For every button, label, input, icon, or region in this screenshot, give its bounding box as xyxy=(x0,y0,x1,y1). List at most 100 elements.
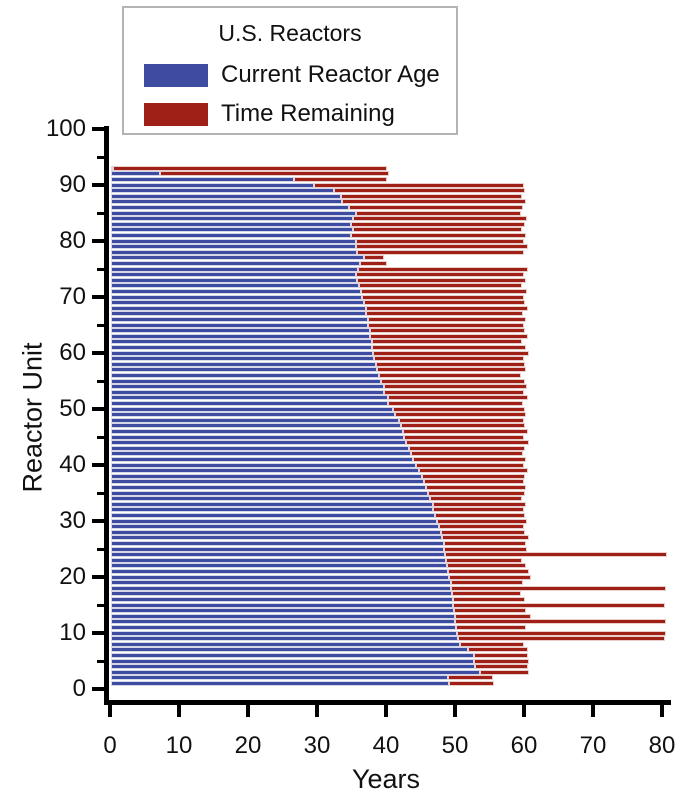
bar-time-remaining-segment xyxy=(411,451,523,457)
bar-current-age-segment xyxy=(111,232,352,238)
y-tick-50 xyxy=(92,407,105,411)
y-minor-tick-65 xyxy=(97,323,105,327)
bar-row-unit-73 xyxy=(111,277,526,283)
bar-row-unit-75 xyxy=(111,266,528,272)
bar-row-unit-71 xyxy=(111,288,528,294)
x-tick-40 xyxy=(384,704,388,717)
x-tick-60 xyxy=(522,704,526,717)
bar-row-unit-76 xyxy=(111,260,387,266)
y-tick-label-10: 10 xyxy=(59,619,86,646)
y-tick-30 xyxy=(92,519,105,523)
bar-time-remaining-segment xyxy=(409,445,525,451)
bar-time-remaining-segment xyxy=(433,507,525,513)
bar-current-age-segment xyxy=(111,356,374,362)
bar-time-remaining-segment xyxy=(380,378,525,384)
bar-current-age-segment xyxy=(111,428,403,434)
bar-row-unit-74 xyxy=(111,272,525,278)
bar-current-age-segment xyxy=(111,344,372,350)
bar-current-age-segment xyxy=(111,412,396,418)
y-minor-tick-75 xyxy=(97,267,105,271)
bar-row-unit-36 xyxy=(111,484,527,490)
bar-current-age-segment xyxy=(111,389,385,395)
bar-row-unit-34 xyxy=(111,496,523,502)
bar-current-age-segment xyxy=(111,417,399,423)
bar-current-age-segment xyxy=(111,557,446,563)
y-tick-20 xyxy=(92,575,105,579)
bar-row-unit-14 xyxy=(111,608,527,614)
bar-row-unit-88 xyxy=(111,193,522,199)
bar-row-unit-12 xyxy=(111,619,667,625)
x-tick-label-60: 60 xyxy=(510,732,538,759)
bar-row-unit-6 xyxy=(111,652,528,658)
bar-current-age-segment xyxy=(111,406,393,412)
bar-time-remaining-segment xyxy=(364,255,385,261)
x-tick-80 xyxy=(660,704,664,717)
y-minor-tick-25 xyxy=(97,547,105,551)
bar-row-unit-69 xyxy=(111,300,525,306)
x-tick-label-30: 30 xyxy=(303,732,331,759)
bar-time-remaining-segment xyxy=(443,540,527,546)
bar-row-unit-15 xyxy=(111,602,665,608)
bar-time-remaining-segment xyxy=(452,596,526,602)
bar-current-age-segment xyxy=(111,434,405,440)
bar-row-unit-37 xyxy=(111,479,524,485)
bar-row-unit-31 xyxy=(111,512,525,518)
bar-current-age-segment xyxy=(111,652,474,658)
bar-current-age-segment xyxy=(111,193,341,199)
bar-time-remaining-segment xyxy=(457,630,666,636)
bar-row-unit-77 xyxy=(111,255,385,261)
bar-row-unit-86 xyxy=(111,204,523,210)
bar-row-unit-3 xyxy=(111,669,530,675)
bar-current-age-segment xyxy=(111,512,435,518)
bar-time-remaining-segment xyxy=(358,266,528,272)
bar-time-remaining-segment xyxy=(371,344,526,350)
bar-row-unit-22 xyxy=(111,563,527,569)
bar-row-unit-84 xyxy=(111,216,528,222)
bar-row-unit-90 xyxy=(111,182,525,188)
bar-row-unit-24 xyxy=(111,552,667,558)
x-tick-label-70: 70 xyxy=(579,732,607,759)
y-tick-100 xyxy=(92,127,105,131)
y-tick-60 xyxy=(92,351,105,355)
bar-current-age-segment xyxy=(111,361,376,367)
legend-swatch-current-age xyxy=(144,63,208,87)
bar-time-remaining-segment xyxy=(377,367,527,373)
bar-row-unit-30 xyxy=(111,518,528,524)
bar-time-remaining-segment xyxy=(368,316,527,322)
bar-time-remaining-segment xyxy=(362,294,524,300)
x-tick-label-50: 50 xyxy=(441,732,469,759)
bar-row-unit-92 xyxy=(111,171,390,177)
bar-time-remaining-segment xyxy=(351,232,526,238)
bar-time-remaining-segment xyxy=(384,384,527,390)
bar-row-unit-49 xyxy=(111,412,527,418)
bar-time-remaining-segment xyxy=(387,395,529,401)
bar-time-remaining-segment xyxy=(352,216,528,222)
bar-row-unit-32 xyxy=(111,507,525,513)
bar-row-unit-13 xyxy=(111,613,532,619)
bar-time-remaining-segment xyxy=(449,574,532,580)
bar-row-unit-59 xyxy=(111,356,524,362)
y-tick-40 xyxy=(92,463,105,467)
bar-current-age-segment xyxy=(111,384,385,390)
bar-current-age-segment xyxy=(111,451,412,457)
bar-current-age-segment xyxy=(111,552,445,558)
bar-current-age-segment xyxy=(111,613,455,619)
bar-current-age-segment xyxy=(111,468,419,474)
bar-current-age-segment xyxy=(111,563,447,569)
bar-current-age-segment xyxy=(111,311,367,317)
bar-time-remaining-segment xyxy=(368,322,525,328)
bar-row-unit-23 xyxy=(111,557,522,563)
bar-current-age-segment xyxy=(111,238,356,244)
bar-time-remaining-segment xyxy=(475,664,528,670)
bar-time-remaining-segment xyxy=(359,283,523,289)
bar-time-remaining-segment xyxy=(379,372,522,378)
bar-current-age-segment xyxy=(111,350,374,356)
x-tick-label-20: 20 xyxy=(234,732,262,759)
y-tick-0 xyxy=(92,687,105,691)
bar-current-age-segment xyxy=(111,294,363,300)
bar-current-age-segment xyxy=(111,339,372,345)
y-tick-label-40: 40 xyxy=(59,451,86,478)
bar-current-age-segment xyxy=(111,624,456,630)
bar-current-age-segment xyxy=(111,535,443,541)
y-tick-label-30: 30 xyxy=(59,507,86,534)
